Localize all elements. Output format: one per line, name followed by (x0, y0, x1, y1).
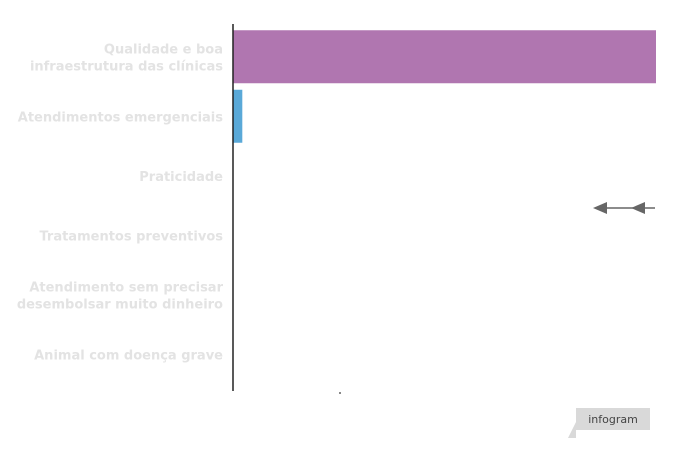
category-label-line: desembolsar muito dinheiro (17, 297, 223, 312)
category-label-3: Praticidade (139, 170, 223, 185)
bar-2[interactable] (233, 89, 243, 143)
category-label-line: Animal com doença grave (34, 348, 223, 363)
category-label-5: Atendimento sem precisar desembolsar muit… (17, 280, 224, 312)
category-label-line: Tratamentos preventivos (39, 229, 223, 244)
infogram-credit-label[interactable]: infogram (588, 413, 638, 426)
category-labels-group: Qualidade e boa infraestrutura das clínic… (17, 42, 224, 363)
category-label-4: Tratamentos preventivos (39, 229, 223, 244)
category-label-line: infraestrutura das clínicas (30, 59, 223, 74)
category-label-6: Animal com doença grave (34, 348, 223, 363)
bars-group (233, 30, 656, 143)
category-label-2: Atendimentos emergenciais (18, 110, 223, 125)
navigation-arrows-icon[interactable] (593, 202, 655, 214)
category-label-1: Qualidade e boa infraestrutura das clínic… (30, 42, 223, 74)
infogram-badge-icon[interactable] (568, 408, 650, 438)
category-label-line: Praticidade (139, 170, 223, 185)
category-label-line: Atendimento sem precisar (29, 280, 223, 295)
axis-dot (339, 392, 341, 394)
category-label-line: Qualidade e boa (104, 42, 223, 57)
bar-1[interactable] (233, 30, 656, 84)
category-label-line: Atendimentos emergenciais (18, 110, 223, 125)
